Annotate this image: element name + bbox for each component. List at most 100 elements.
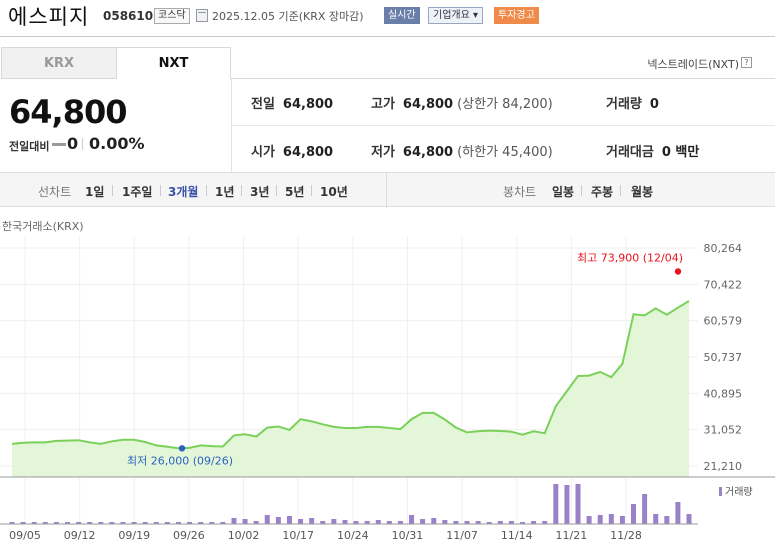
volume-bar xyxy=(187,522,193,524)
period-10y[interactable]: 10년 xyxy=(320,185,348,199)
period-1w[interactable]: 1주일 xyxy=(122,185,153,199)
exchange-label: 넥스트레이드(NXT) xyxy=(647,58,739,71)
period-3y[interactable]: 3년 xyxy=(250,185,270,199)
amount-value: 0 백만 xyxy=(661,145,700,160)
chart-title: 한국거래소(KRX) xyxy=(2,220,84,233)
x-tick-label: 11/21 xyxy=(556,529,588,542)
period-separator xyxy=(311,185,312,196)
volume-bar xyxy=(53,522,59,524)
prev-close-value: 64,800 xyxy=(282,97,334,112)
candle-weekly[interactable]: 주봉 xyxy=(591,185,614,199)
x-tick-label: 09/19 xyxy=(118,529,150,542)
candle-daily[interactable]: 일봉 xyxy=(552,185,575,199)
company-overview-button[interactable]: 기업개요 ▾ xyxy=(428,7,483,24)
volume-value: 0 xyxy=(649,97,659,112)
x-tick-label: 10/02 xyxy=(228,529,260,542)
volume-bar xyxy=(386,521,392,524)
y-tick-label: 31,052 xyxy=(704,424,743,437)
volume-bar xyxy=(9,522,15,524)
change-value: 0 xyxy=(67,134,79,153)
period-3m[interactable]: 3개월 xyxy=(168,185,199,199)
volume-bar xyxy=(220,522,226,524)
change-rate: 0.00% xyxy=(89,134,145,153)
amount-cell: 거래대금 0 백만 xyxy=(606,141,699,160)
period-separator xyxy=(206,185,207,196)
help-icon[interactable]: ? xyxy=(741,57,752,68)
volume-bar xyxy=(575,484,581,524)
volume-bar xyxy=(353,521,359,524)
volume-bar xyxy=(564,485,570,524)
volume-bar xyxy=(442,520,448,524)
period-1y[interactable]: 1년 xyxy=(215,185,235,199)
period-separator xyxy=(241,185,242,196)
realtime-button[interactable]: 실시간 xyxy=(384,7,420,24)
volume-bar xyxy=(76,522,82,524)
period-1d[interactable]: 1일 xyxy=(85,185,105,199)
volume-bar xyxy=(453,521,459,524)
low-label: 저가 xyxy=(371,145,395,160)
open-label: 시가 xyxy=(251,145,275,160)
max-annotation: 최고 73,900 (12/04) xyxy=(577,251,683,264)
volume-bar xyxy=(486,522,492,524)
market-badge: 코스닥 xyxy=(154,8,190,24)
y-tick-label: 70,422 xyxy=(704,278,743,291)
amount-label: 거래대금 xyxy=(606,145,654,160)
volume-bar xyxy=(664,516,670,524)
volume-bar xyxy=(497,521,503,524)
prev-close-label: 전일 xyxy=(251,97,275,112)
volume-bar xyxy=(253,521,259,524)
period-5y[interactable]: 5년 xyxy=(285,185,305,199)
x-tick-label: 10/17 xyxy=(282,529,314,542)
volume-bar xyxy=(164,522,170,524)
volume-bar xyxy=(98,522,104,524)
high-cell: 고가 64,800 (상한가 84,200) xyxy=(371,93,553,112)
volume-bar xyxy=(375,520,381,524)
tab-krx[interactable]: KRX xyxy=(1,47,117,79)
min-annotation: 최저 26,000 (09/26) xyxy=(127,454,233,467)
price-chart: 80,264 70,422 60,579 50,737 40,895 31,052 21,2… xyxy=(0,236,775,542)
x-tick-label: 11/28 xyxy=(610,529,642,542)
volume-bar xyxy=(686,514,692,524)
high-value: 64,800 xyxy=(402,97,454,112)
volume-bar xyxy=(431,518,437,524)
volume-bar xyxy=(597,515,603,524)
investment-warning-badge[interactable]: 투자경고 xyxy=(494,7,539,24)
period-separator xyxy=(112,185,113,196)
open-cell: 시가 64,800 xyxy=(251,141,333,160)
volume-bar xyxy=(87,522,93,524)
y-tick-label: 60,579 xyxy=(704,315,743,328)
volume-bar xyxy=(231,518,237,524)
change-separator xyxy=(82,138,83,150)
volume-bar xyxy=(531,521,537,524)
volume-bar xyxy=(120,522,126,524)
x-tick-label: 09/05 xyxy=(9,529,41,542)
low-value: 64,800 xyxy=(402,145,454,160)
tab-nxt[interactable]: NXT xyxy=(116,47,231,79)
open-value: 64,800 xyxy=(282,145,334,160)
volume-bar xyxy=(64,522,70,524)
volume-bar xyxy=(142,522,148,524)
header-divider xyxy=(0,36,775,37)
quote-grid-row-divider xyxy=(231,125,775,126)
y-tick-label: 40,895 xyxy=(704,387,743,400)
tabs-divider xyxy=(231,78,775,79)
volume-bar xyxy=(608,514,614,524)
y-tick-label: 80,264 xyxy=(704,242,743,255)
volume-bar xyxy=(642,494,648,524)
x-tick-label: 10/24 xyxy=(337,529,369,542)
calendar-icon xyxy=(196,9,208,22)
volume-bar xyxy=(264,515,270,524)
volume-bar xyxy=(619,516,625,524)
volume-bar xyxy=(42,522,48,524)
volume-bar xyxy=(542,521,548,524)
low-cell: 저가 64,800 (하한가 45,400) xyxy=(371,141,553,160)
candle-chart-label: 봉차트 xyxy=(503,185,537,199)
candle-monthly[interactable]: 월봉 xyxy=(631,185,654,199)
period-separator xyxy=(581,185,582,196)
volume-legend-swatch xyxy=(719,487,722,496)
period-bar: 선차트 1일 1주일 3개월 1년 3년 5년 10년 봉차트 일봉 주봉 월봉 xyxy=(0,172,775,208)
y-tick-label: 21,210 xyxy=(704,460,743,473)
x-tick-label: 11/14 xyxy=(501,529,533,542)
prev-close-cell: 전일 64,800 xyxy=(251,93,333,112)
upper-limit: (상한가 84,200) xyxy=(457,97,553,112)
